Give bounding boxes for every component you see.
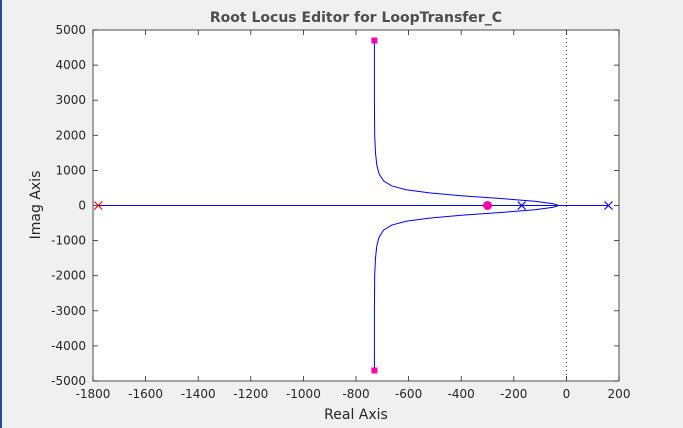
closed-loop-pole-marker[interactable]	[371, 367, 378, 374]
x-tick-label: 0	[563, 387, 571, 401]
y-tick-label: -1000	[51, 234, 86, 248]
x-tick-label: -200	[500, 387, 527, 401]
y-tick-label: -4000	[51, 339, 86, 353]
y-tick-label: -5000	[51, 374, 86, 388]
x-axis-title: Real Axis	[324, 407, 388, 423]
y-tick-label: 1000	[55, 163, 86, 177]
x-tick-label: 200	[608, 387, 631, 401]
open-loop-pole-marker[interactable]	[93, 201, 103, 210]
locus-branch-1[interactable]	[373, 40, 559, 206]
y-axis-title: Imag Axis	[28, 171, 44, 240]
x-tick-label: -1200	[233, 387, 268, 401]
x-tick-label: -600	[395, 387, 422, 401]
open-loop-pole-marker[interactable]	[604, 201, 613, 210]
x-tick-label: -400	[448, 387, 475, 401]
chart-title: Root Locus Editor for LoopTransfer_C	[210, 10, 502, 26]
x-tick-label: -1400	[181, 387, 216, 401]
closed-loop-pole-marker[interactable]	[483, 201, 492, 210]
x-tick-label: -1600	[128, 387, 163, 401]
x-tick-label: -800	[342, 387, 369, 401]
y-tick-label: 2000	[55, 128, 86, 142]
y-tick-label: 0	[78, 199, 86, 213]
locus-branch-2[interactable]	[373, 205, 559, 371]
y-tick-label: 4000	[55, 58, 86, 72]
open-loop-pole-marker[interactable]	[517, 201, 527, 210]
window-left-edge	[0, 0, 2, 428]
y-tick-label: 5000	[55, 23, 86, 37]
y-tick-label: 3000	[55, 93, 86, 107]
x-tick-label: -1800	[76, 387, 111, 401]
y-tick-label: -3000	[51, 304, 86, 318]
x-tick-label: -1000	[286, 387, 321, 401]
y-tick-label: -2000	[51, 269, 86, 283]
closed-loop-pole-marker[interactable]	[371, 37, 378, 44]
